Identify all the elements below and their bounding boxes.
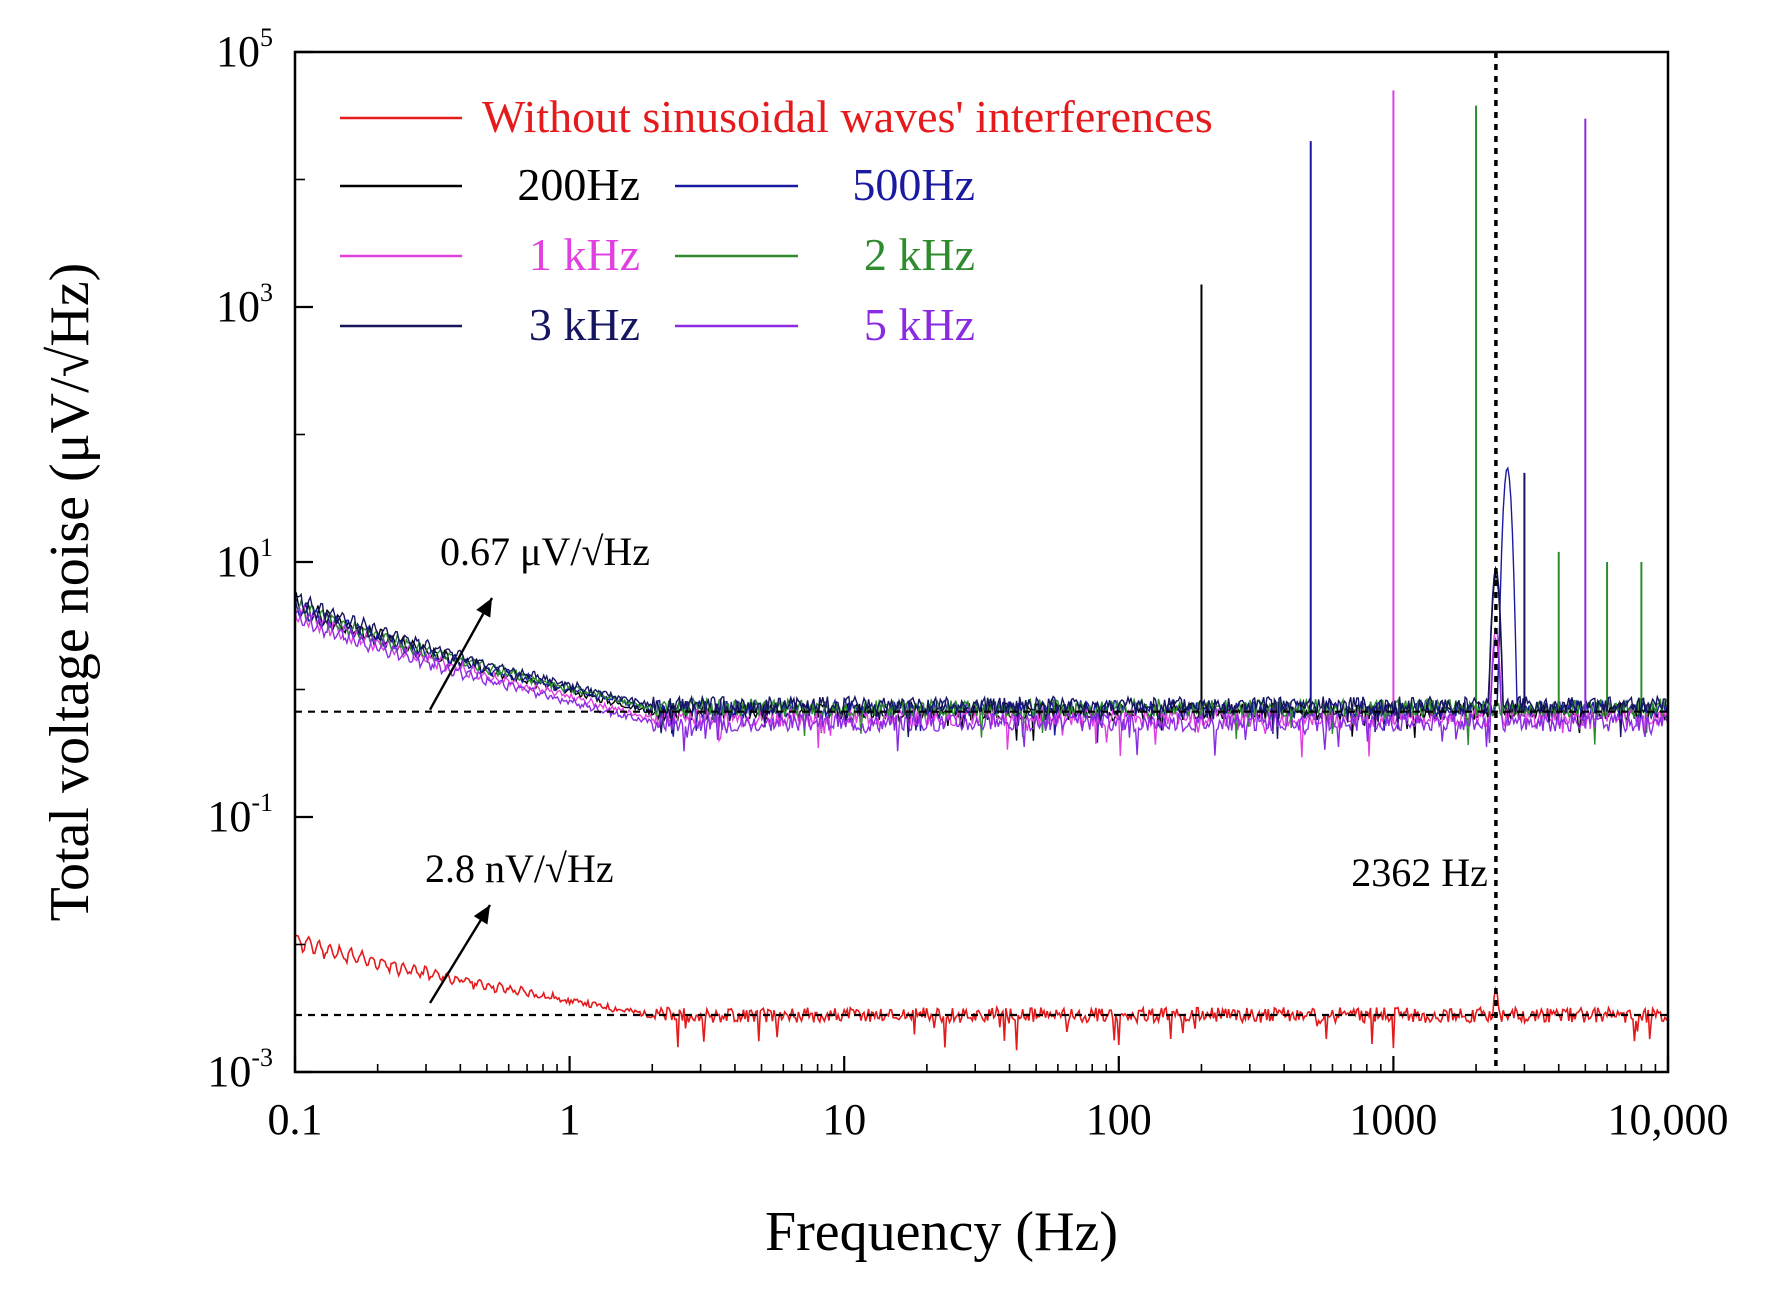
legend-item: 5 kHz — [675, 299, 975, 350]
annotation-arrow-lower — [428, 904, 492, 1004]
y-tick-label: 103 — [216, 278, 273, 331]
y-tick-label: 10-1 — [207, 788, 273, 841]
legend-label: 2 kHz — [864, 229, 975, 280]
legend-label: 3 kHz — [529, 299, 640, 350]
reference-lines — [295, 52, 1668, 1072]
legend-item: 2 kHz — [675, 229, 975, 280]
legend: Without sinusoidal waves' interferences 2… — [340, 91, 1213, 350]
legend-item: Without sinusoidal waves' interferences — [340, 91, 1213, 142]
series-1 — [294, 284, 1669, 741]
legend-label: 500Hz — [852, 159, 975, 210]
series-line — [294, 604, 1669, 758]
annotation-resonance-frequency: 2362 Hz — [1351, 850, 1488, 895]
annotation-baseline-noise: 0.67 μV/√Hz — [440, 529, 650, 574]
annotations: 0.67 μV/√Hz 2.8 nV/√Hz 2362 Hz — [425, 529, 1488, 1004]
x-tick-label: 10 — [822, 1095, 866, 1144]
series-line — [295, 598, 1669, 746]
series-line — [294, 572, 1669, 741]
series-line — [294, 934, 1669, 1051]
x-tick-label: 10,000 — [1608, 1095, 1729, 1144]
legend-label: Without sinusoidal waves' interferences — [482, 91, 1213, 142]
series-2 — [294, 141, 1669, 743]
series-5 — [294, 472, 1669, 739]
y-tick-label: 10-3 — [207, 1043, 273, 1096]
series-line — [294, 607, 1669, 756]
y-axis-title: Total voltage noise (μV/√Hz) — [39, 263, 101, 922]
y-tick-label: 101 — [216, 533, 273, 586]
axes: 0.1 1 10 100 1000 10,000 10-3 10-1 101 103 105 Freq… — [39, 23, 1729, 1263]
x-tick-label: 1 — [559, 1095, 581, 1144]
series-6 — [294, 118, 1669, 756]
x-tick-label: 0.1 — [268, 1095, 323, 1144]
legend-item: 500Hz — [675, 159, 975, 210]
legend-item: 200Hz — [340, 159, 640, 210]
series-3 — [294, 90, 1669, 758]
annotation-reference-noise: 2.8 nV/√Hz — [425, 846, 614, 891]
annotation-arrow-upper — [428, 597, 494, 711]
legend-label: 1 kHz — [529, 229, 640, 280]
series-4 — [295, 105, 1669, 746]
legend-item: 3 kHz — [340, 299, 640, 350]
legend-label: 200Hz — [517, 159, 640, 210]
x-tick-label: 100 — [1086, 1095, 1152, 1144]
series-0 — [294, 934, 1669, 1051]
legend-label: 5 kHz — [864, 299, 975, 350]
x-axis-title: Frequency (Hz) — [765, 1201, 1118, 1263]
y-tick-label: 105 — [216, 23, 273, 76]
legend-item: 1 kHz — [340, 229, 640, 280]
x-tick-label: 1000 — [1349, 1095, 1437, 1144]
series-line — [294, 466, 1669, 743]
